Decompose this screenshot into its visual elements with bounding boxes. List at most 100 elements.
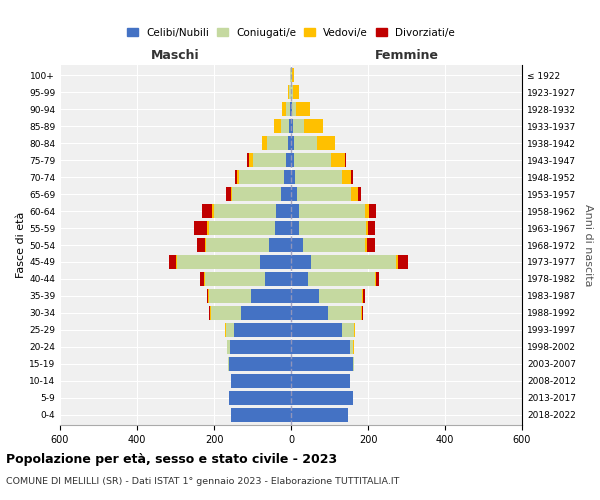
Bar bbox=[369, 204, 376, 218]
Bar bbox=[286, 102, 290, 117]
Bar bbox=[275, 221, 291, 235]
Bar bbox=[374, 272, 376, 286]
Bar bbox=[234, 322, 291, 337]
Bar bbox=[235, 170, 237, 184]
Y-axis label: Anni di nascita: Anni di nascita bbox=[583, 204, 593, 286]
Bar bbox=[262, 136, 267, 150]
Bar bbox=[226, 187, 230, 202]
Bar bbox=[291, 187, 297, 202]
Bar bbox=[291, 153, 294, 168]
Bar bbox=[206, 238, 269, 252]
Bar bbox=[227, 340, 230, 354]
Bar bbox=[311, 255, 396, 269]
Bar bbox=[260, 255, 291, 269]
Text: Femmine: Femmine bbox=[374, 50, 439, 62]
Bar bbox=[214, 204, 277, 218]
Bar bbox=[331, 153, 345, 168]
Bar bbox=[291, 170, 295, 184]
Bar bbox=[291, 322, 342, 337]
Bar bbox=[299, 221, 365, 235]
Bar bbox=[208, 288, 209, 303]
Bar bbox=[197, 238, 205, 252]
Bar bbox=[291, 119, 293, 134]
Bar bbox=[209, 288, 251, 303]
Bar bbox=[212, 204, 214, 218]
Bar bbox=[352, 187, 358, 202]
Bar bbox=[376, 272, 379, 286]
Bar bbox=[328, 306, 361, 320]
Bar bbox=[396, 255, 398, 269]
Bar bbox=[294, 136, 317, 150]
Bar bbox=[205, 238, 206, 252]
Bar bbox=[317, 136, 335, 150]
Bar bbox=[350, 340, 353, 354]
Bar bbox=[295, 170, 342, 184]
Bar bbox=[281, 119, 289, 134]
Bar bbox=[239, 170, 284, 184]
Bar bbox=[250, 153, 253, 168]
Bar bbox=[290, 102, 291, 117]
Bar bbox=[205, 272, 265, 286]
Bar bbox=[304, 119, 323, 134]
Bar bbox=[211, 306, 241, 320]
Bar bbox=[282, 102, 286, 117]
Text: Maschi: Maschi bbox=[151, 50, 200, 62]
Bar bbox=[293, 85, 299, 100]
Bar bbox=[200, 272, 204, 286]
Bar bbox=[291, 204, 299, 218]
Bar bbox=[289, 119, 291, 134]
Bar bbox=[291, 288, 319, 303]
Bar bbox=[291, 238, 302, 252]
Bar bbox=[253, 153, 286, 168]
Text: COMUNE DI MELILLI (SR) - Dati ISTAT 1° gennaio 2023 - Elaborazione TUTTITALIA.IT: COMUNE DI MELILLI (SR) - Dati ISTAT 1° g… bbox=[6, 478, 400, 486]
Bar bbox=[209, 221, 275, 235]
Bar bbox=[291, 102, 292, 117]
Text: Popolazione per età, sesso e stato civile - 2023: Popolazione per età, sesso e stato civil… bbox=[6, 452, 337, 466]
Bar bbox=[289, 85, 290, 100]
Bar bbox=[319, 288, 362, 303]
Bar bbox=[294, 153, 331, 168]
Bar bbox=[365, 221, 368, 235]
Bar bbox=[291, 390, 353, 405]
Bar bbox=[241, 306, 291, 320]
Bar bbox=[362, 288, 365, 303]
Bar bbox=[169, 255, 176, 269]
Bar bbox=[210, 306, 211, 320]
Bar bbox=[368, 221, 374, 235]
Bar bbox=[288, 85, 289, 100]
Bar bbox=[308, 272, 374, 286]
Bar bbox=[204, 272, 205, 286]
Bar bbox=[176, 255, 178, 269]
Bar bbox=[299, 204, 365, 218]
Bar bbox=[292, 102, 296, 117]
Y-axis label: Fasce di età: Fasce di età bbox=[16, 212, 26, 278]
Bar bbox=[229, 356, 291, 371]
Bar bbox=[269, 238, 291, 252]
Bar bbox=[281, 187, 291, 202]
Bar bbox=[226, 322, 234, 337]
Bar bbox=[291, 356, 353, 371]
Bar bbox=[230, 187, 232, 202]
Bar bbox=[352, 170, 353, 184]
Bar bbox=[358, 187, 361, 202]
Bar bbox=[251, 288, 291, 303]
Bar bbox=[288, 136, 291, 150]
Bar bbox=[194, 221, 208, 235]
Bar bbox=[291, 255, 311, 269]
Bar bbox=[232, 374, 291, 388]
Bar bbox=[232, 187, 281, 202]
Bar bbox=[229, 390, 291, 405]
Bar bbox=[291, 408, 348, 422]
Bar bbox=[292, 85, 293, 100]
Bar bbox=[291, 374, 350, 388]
Bar bbox=[284, 170, 291, 184]
Bar bbox=[296, 102, 310, 117]
Bar bbox=[237, 170, 239, 184]
Bar bbox=[247, 153, 250, 168]
Bar bbox=[365, 238, 367, 252]
Bar bbox=[302, 238, 365, 252]
Bar bbox=[362, 306, 364, 320]
Bar bbox=[291, 272, 308, 286]
Bar bbox=[265, 272, 291, 286]
Bar bbox=[345, 153, 346, 168]
